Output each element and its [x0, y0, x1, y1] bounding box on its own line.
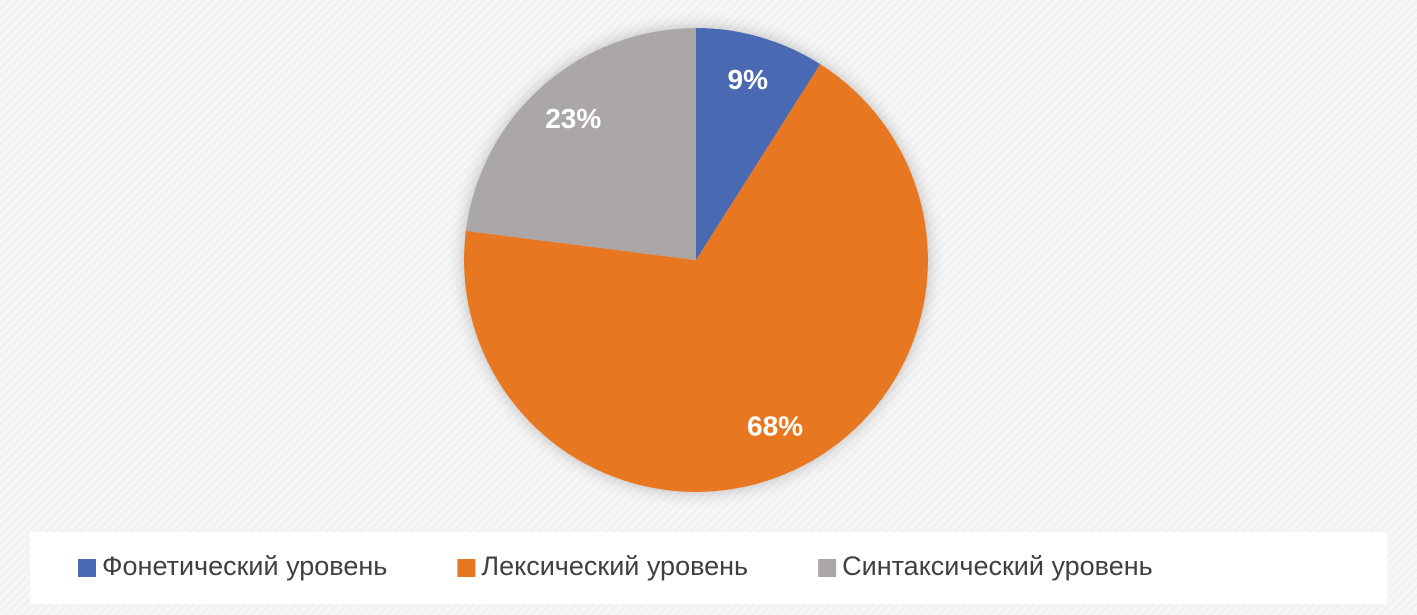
legend-box: [30, 532, 1387, 604]
pie-slice: [463, 64, 928, 493]
data-label: 9%: [728, 64, 769, 95]
legend-swatch: [818, 559, 837, 577]
data-label: 23%: [545, 103, 601, 134]
legend-swatch: [457, 559, 476, 577]
legend-swatch: [78, 559, 96, 577]
pie: [463, 28, 928, 493]
pie-slice: [465, 28, 696, 260]
legend-label: Синтаксический уровень: [842, 551, 1153, 581]
data-label: 68%: [747, 410, 803, 441]
legend-label: Лексический уровень: [481, 551, 748, 581]
legend-label: Фонетический уровень: [102, 551, 387, 581]
pie-slice: [696, 28, 821, 260]
